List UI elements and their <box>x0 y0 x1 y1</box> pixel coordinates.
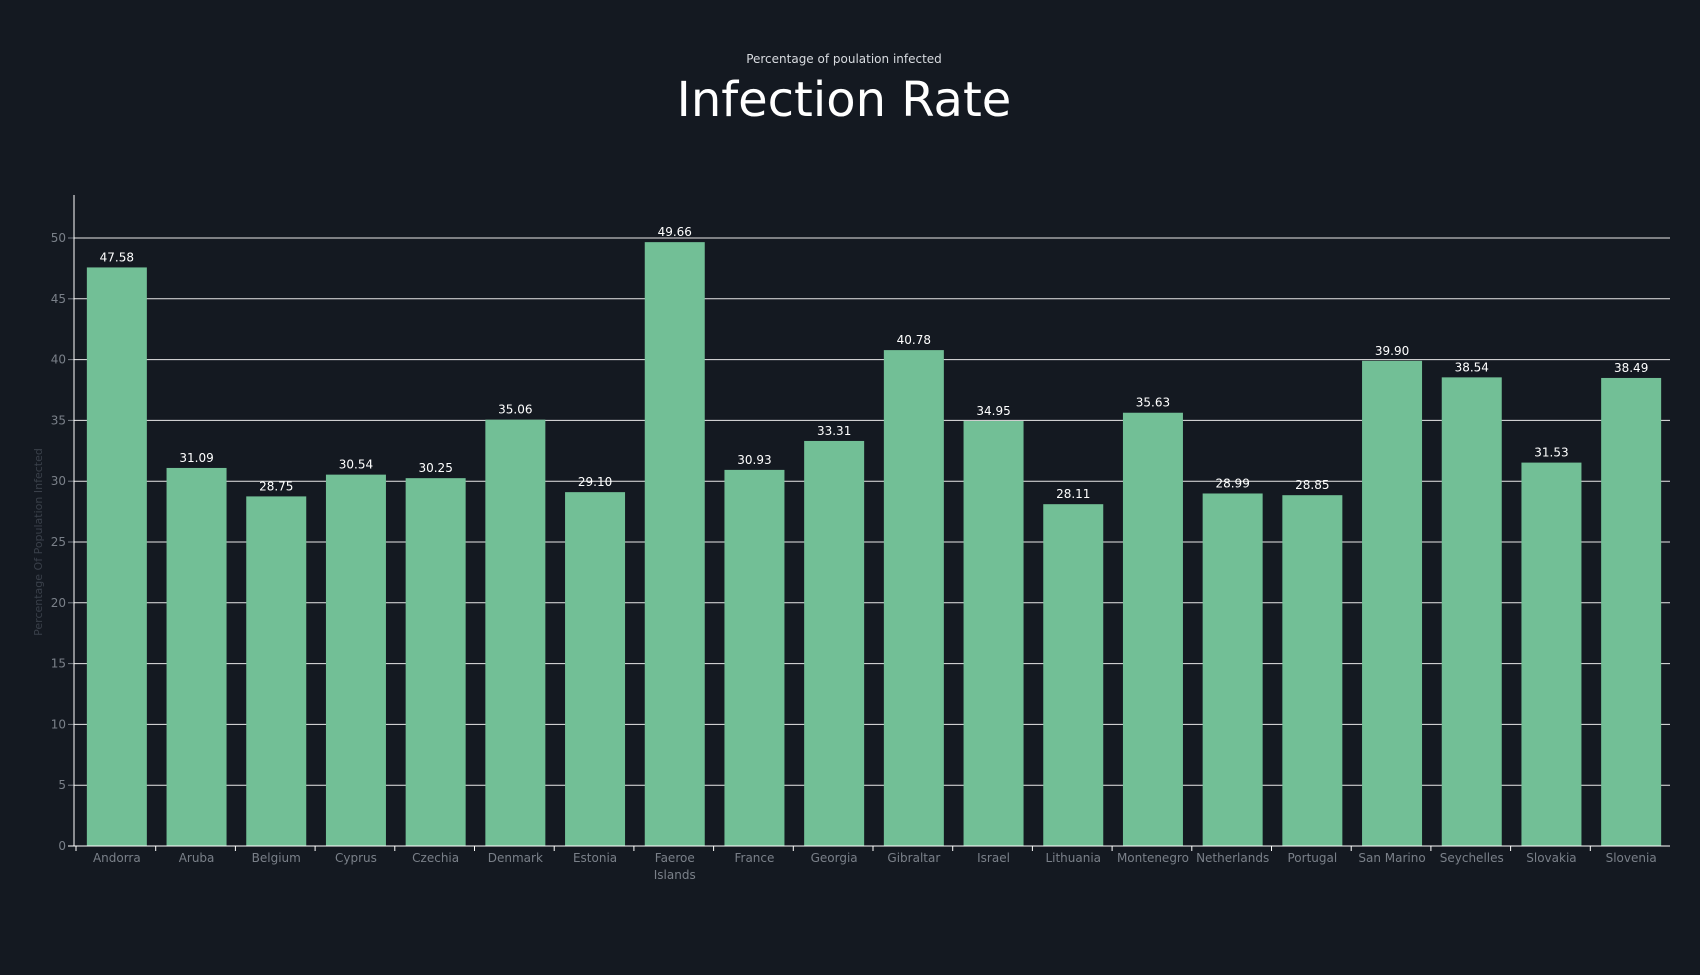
x-tick-label: Andorra <box>93 851 141 865</box>
data-label: 33.31 <box>817 424 851 438</box>
x-tick-label: Cyprus <box>335 851 377 865</box>
x-tick-label: Islands <box>654 868 696 882</box>
x-tick-label: Slovenia <box>1606 851 1657 865</box>
x-tick-label: Montenegro <box>1117 851 1189 865</box>
bar <box>1043 504 1104 846</box>
x-tick-label: Georgia <box>811 851 858 865</box>
y-tick-label: 45 <box>51 292 66 306</box>
x-tick-label: Faeroe <box>655 851 695 865</box>
data-label: 34.95 <box>976 404 1010 418</box>
data-label: 28.11 <box>1056 487 1090 501</box>
data-label: 28.99 <box>1215 476 1249 490</box>
bar <box>1122 412 1183 846</box>
data-label: 47.58 <box>100 250 134 264</box>
data-label: 30.54 <box>339 458 373 472</box>
x-tick-label: Israel <box>977 851 1010 865</box>
data-label: 29.10 <box>578 475 612 489</box>
y-tick-label: 5 <box>58 778 66 792</box>
y-tick-label: 30 <box>51 474 66 488</box>
data-label: 49.66 <box>658 225 692 239</box>
bar <box>325 474 386 846</box>
data-label: 39.90 <box>1375 344 1409 358</box>
x-tick-label: Portugal <box>1287 851 1337 865</box>
bar <box>1202 493 1263 846</box>
bar <box>1282 495 1343 846</box>
y-axis-label: Percentage Of Population Infected <box>32 448 45 636</box>
bar <box>1362 360 1423 846</box>
bar <box>1441 377 1502 846</box>
y-tick-label: 35 <box>51 413 66 427</box>
x-tick-label: Aruba <box>179 851 215 865</box>
x-tick-label: Czechia <box>412 851 459 865</box>
data-label: 40.78 <box>897 333 931 347</box>
bar <box>246 496 307 846</box>
data-label: 28.85 <box>1295 478 1329 492</box>
x-tick-label: San Marino <box>1358 851 1425 865</box>
x-tick-label: Denmark <box>488 851 543 865</box>
data-label: 38.54 <box>1455 360 1489 374</box>
y-tick-label: 15 <box>51 657 66 671</box>
data-label: 38.49 <box>1614 361 1648 375</box>
chart-subtitle: Percentage of poulation infected <box>746 52 942 66</box>
x-tick-label: Belgium <box>252 851 301 865</box>
bar <box>86 267 147 846</box>
data-label: 31.09 <box>179 451 213 465</box>
y-tick-label: 50 <box>51 231 66 245</box>
x-tick-label: Gibraltar <box>887 851 940 865</box>
bar <box>804 440 865 846</box>
y-tick-label: 10 <box>51 717 66 731</box>
data-label: 35.06 <box>498 403 532 417</box>
bar <box>1521 462 1582 846</box>
bar <box>166 467 227 846</box>
bar <box>485 419 546 846</box>
x-tick-label: Lithuania <box>1045 851 1101 865</box>
bar <box>883 350 944 846</box>
bar <box>565 492 626 846</box>
data-label: 30.93 <box>737 453 771 467</box>
x-tick-label: France <box>734 851 774 865</box>
y-tick-label: 40 <box>51 353 66 367</box>
y-tick-label: 25 <box>51 535 66 549</box>
x-tick-label: Netherlands <box>1196 851 1269 865</box>
y-tick-label: 20 <box>51 596 66 610</box>
chart-title: Infection Rate <box>676 72 1012 128</box>
y-tick-label: 0 <box>58 839 66 853</box>
bar <box>963 421 1024 846</box>
x-tick-label: Seychelles <box>1440 851 1504 865</box>
data-label: 30.25 <box>418 461 452 475</box>
data-label: 35.63 <box>1136 396 1170 410</box>
bar <box>405 478 466 846</box>
data-label: 28.75 <box>259 479 293 493</box>
x-tick-label: Estonia <box>573 851 617 865</box>
data-label: 31.53 <box>1534 446 1568 460</box>
x-tick-label: Slovakia <box>1526 851 1576 865</box>
bar <box>1601 377 1662 846</box>
bar <box>724 469 785 846</box>
bar <box>644 242 705 846</box>
